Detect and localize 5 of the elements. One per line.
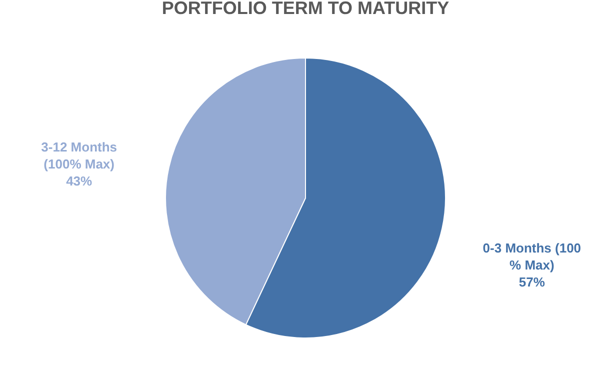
slice-label: 0-3 Months (100 % Max) [482,240,582,273]
slice-label: 3-12 Months (100% Max) [41,139,118,172]
data-label: 43% [66,173,93,188]
data-label: 57% [518,274,546,290]
chart-title: PORTFOLIO TERM TO MATURITY [162,0,450,18]
